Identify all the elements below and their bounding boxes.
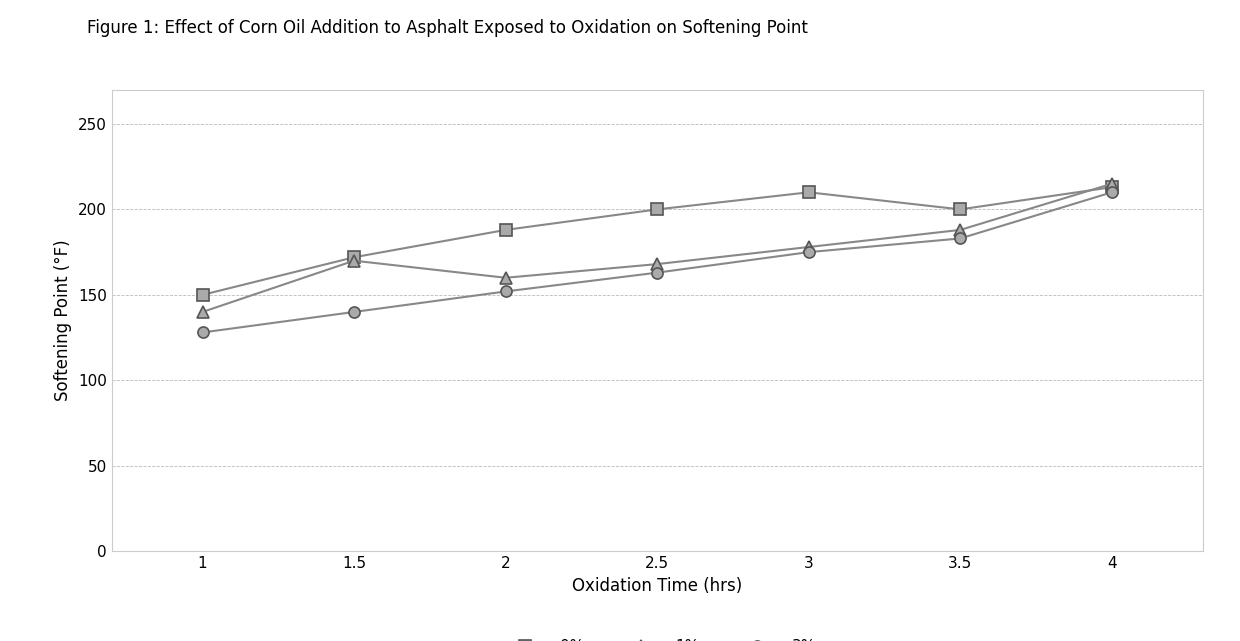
0% [650,206,665,213]
1% [195,308,210,316]
0% [195,291,210,299]
1% [347,257,362,265]
0% [1105,183,1120,191]
0% [347,253,362,261]
1% [650,260,665,268]
3% [498,288,513,296]
3% [1105,188,1120,196]
1% [801,243,816,251]
3% [952,235,967,242]
Text: Figure 1: Effect of Corn Oil Addition to Asphalt Exposed to Oxidation on Softeni: Figure 1: Effect of Corn Oil Addition to… [87,19,807,37]
3% [650,269,665,276]
3% [801,248,816,256]
1% [952,226,967,234]
0% [952,206,967,213]
3% [347,308,362,316]
1% [1105,180,1120,188]
1% [498,274,513,281]
0% [498,226,513,234]
Line: 3%: 3% [197,187,1117,338]
Legend: 0%, 1%, 3%: 0%, 1%, 3% [492,633,822,641]
Line: 1%: 1% [197,178,1117,317]
Y-axis label: Softening Point (°F): Softening Point (°F) [55,240,72,401]
Line: 0%: 0% [197,181,1117,301]
0% [801,188,816,196]
3% [195,329,210,337]
X-axis label: Oxidation Time (hrs): Oxidation Time (hrs) [572,577,743,595]
